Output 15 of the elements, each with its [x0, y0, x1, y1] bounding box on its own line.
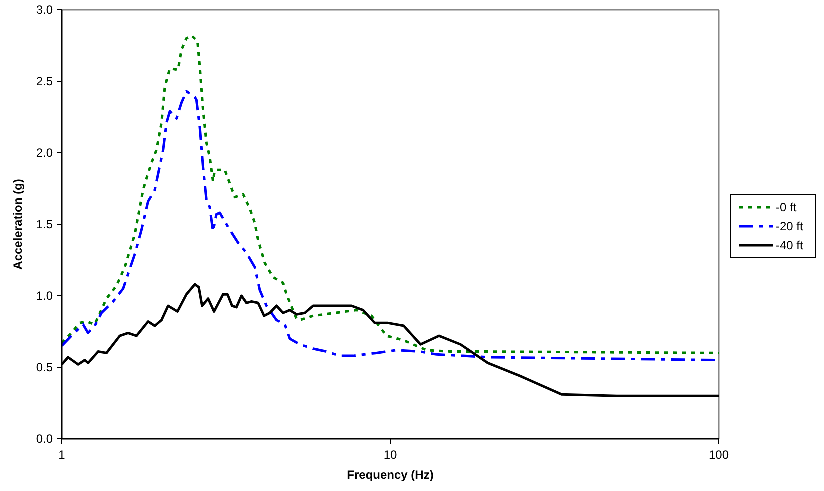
- y-tick-label: 2.5: [36, 74, 54, 89]
- y-tick-label: 0.0: [36, 432, 54, 446]
- x-axis-title: Frequency (Hz): [347, 468, 434, 482]
- y-tick-label: 1.5: [36, 218, 54, 232]
- legend-label: -0 ft: [776, 200, 798, 215]
- legend-label: -20 ft: [776, 220, 804, 234]
- y-tick-label: 0.5: [36, 360, 54, 375]
- x-tick-label: 1: [58, 448, 66, 462]
- y-tick-label: 3.0: [36, 3, 54, 18]
- x-tick-label: 10: [384, 448, 398, 462]
- y-tick-label: 1.0: [36, 289, 54, 304]
- x-tick-label: 100: [708, 448, 730, 462]
- y-axis-title: Acceleration (g): [11, 179, 25, 270]
- y-tick-label: 2.0: [36, 146, 54, 160]
- legend-label: -40 ft: [776, 238, 804, 253]
